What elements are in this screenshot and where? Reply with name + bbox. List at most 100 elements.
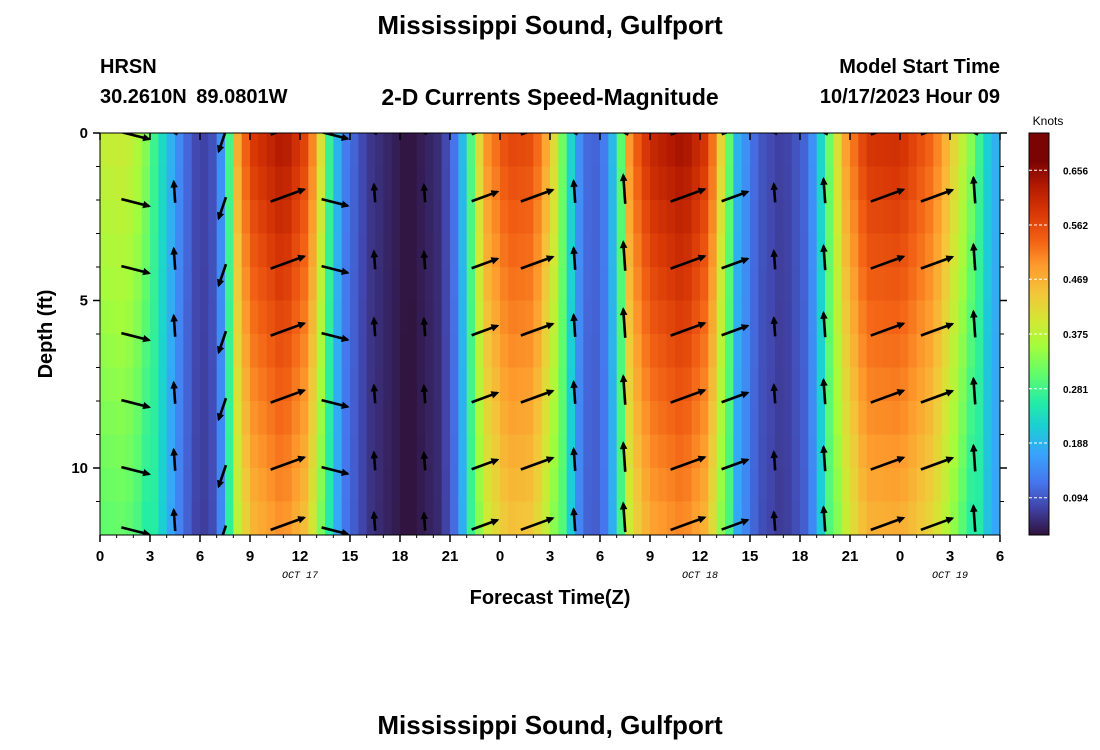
heatmap-cell bbox=[358, 233, 368, 268]
heatmap-cell bbox=[125, 133, 134, 168]
current-vector-arrow bbox=[420, 450, 429, 471]
heatmap-cell bbox=[133, 468, 143, 503]
heatmap-cell bbox=[450, 166, 459, 201]
heatmap-cell bbox=[166, 434, 176, 469]
heatmap-cell bbox=[941, 166, 951, 201]
heatmap-cell bbox=[391, 401, 401, 436]
current-vector-arrow bbox=[520, 322, 555, 337]
heatmap-cell bbox=[383, 166, 393, 201]
heatmap-cell bbox=[458, 200, 468, 235]
heatmap-cell bbox=[591, 501, 601, 535]
current-vector-arrow bbox=[217, 397, 228, 422]
heatmap-cell bbox=[150, 166, 159, 201]
y-tick-label: 10 bbox=[71, 460, 88, 477]
heatmap-cell bbox=[833, 401, 843, 436]
heatmap-cell bbox=[483, 200, 493, 235]
heatmap-cell bbox=[833, 200, 843, 235]
heatmap-cell bbox=[483, 233, 493, 268]
heatmap-cell bbox=[250, 501, 259, 535]
heatmap-cell bbox=[158, 401, 168, 436]
heatmap-cell bbox=[741, 300, 751, 335]
heatmap-cell bbox=[700, 367, 709, 402]
heatmap-cell bbox=[275, 267, 284, 302]
heatmap-cell bbox=[358, 133, 368, 168]
heatmap-cell bbox=[566, 267, 576, 302]
heatmap-cell bbox=[958, 166, 968, 201]
current-vector-arrow bbox=[721, 391, 750, 404]
heatmap-cell bbox=[683, 133, 693, 168]
heatmap-cell bbox=[525, 267, 534, 302]
heatmap-cell bbox=[775, 501, 784, 535]
current-vector-arrow bbox=[770, 383, 778, 404]
heatmap-cell bbox=[241, 133, 251, 168]
heatmap-cell bbox=[350, 501, 359, 535]
heatmap-cell bbox=[866, 501, 876, 535]
heatmap-cell bbox=[758, 267, 768, 302]
heatmap-cell bbox=[925, 334, 934, 369]
heatmap-cell bbox=[641, 334, 651, 369]
heatmap-cell bbox=[441, 166, 451, 201]
current-vector-arrow bbox=[619, 501, 628, 533]
x-tick-label: 0 bbox=[896, 548, 904, 565]
heatmap-cell bbox=[733, 233, 743, 268]
heatmap-cell bbox=[425, 401, 434, 436]
heatmap-cell bbox=[708, 501, 718, 535]
heatmap-cell bbox=[600, 434, 609, 469]
heatmap-cell bbox=[141, 334, 151, 369]
heatmap-cell bbox=[616, 300, 626, 335]
heatmap-cell bbox=[933, 233, 943, 268]
heatmap-cell bbox=[725, 233, 734, 268]
heatmap-cell bbox=[100, 334, 109, 369]
heatmap-cell bbox=[841, 233, 851, 268]
heatmap-cell bbox=[616, 200, 626, 235]
heatmap-cell bbox=[458, 133, 468, 168]
heatmap-cell bbox=[866, 468, 876, 503]
heatmap-cell bbox=[475, 267, 484, 302]
colorbar-tick-label: 0.375 bbox=[1063, 330, 1088, 341]
heatmap-cell bbox=[200, 334, 209, 369]
heatmap-cell bbox=[500, 267, 509, 302]
heatmap-cell bbox=[833, 133, 843, 168]
heatmap-cell bbox=[533, 334, 543, 369]
heatmap-cell bbox=[175, 300, 184, 335]
heatmap-cell bbox=[550, 334, 559, 369]
heatmap-cell bbox=[141, 267, 151, 302]
heatmap-cell bbox=[625, 166, 634, 201]
heatmap-cell bbox=[733, 401, 743, 436]
heatmap-cell bbox=[383, 300, 393, 335]
heatmap-cell bbox=[183, 233, 193, 268]
heatmap-cell bbox=[741, 434, 751, 469]
heatmap-cell bbox=[500, 401, 509, 436]
heatmap-cell bbox=[725, 334, 734, 369]
heatmap-cell bbox=[783, 133, 793, 168]
heatmap-cell bbox=[416, 267, 426, 302]
heatmap-cell bbox=[275, 300, 284, 335]
heatmap-cell bbox=[650, 300, 659, 335]
heatmap-cell bbox=[283, 501, 293, 535]
heatmap-cell bbox=[100, 501, 109, 535]
heatmap-cell bbox=[850, 200, 859, 235]
heatmap-cell bbox=[891, 501, 901, 535]
heatmap-cell bbox=[258, 200, 268, 235]
heatmap-cell bbox=[775, 233, 784, 268]
heatmap-cell bbox=[275, 133, 284, 168]
heatmap-cell bbox=[383, 267, 393, 302]
heatmap-cell bbox=[733, 133, 743, 168]
heatmap-cell bbox=[200, 468, 209, 503]
heatmap-cell bbox=[333, 267, 343, 302]
heatmap-cell bbox=[916, 367, 926, 402]
heatmap-cell bbox=[416, 434, 426, 469]
heatmap-cell bbox=[500, 233, 509, 268]
heatmap-cell bbox=[325, 233, 334, 268]
heatmap-cell bbox=[375, 334, 384, 369]
heatmap-cell bbox=[158, 166, 168, 201]
heatmap-cell bbox=[900, 434, 909, 469]
heatmap-cell bbox=[933, 401, 943, 436]
axes: 0 3 6 9 12 15 18 21 0 3 6 9 12 15 18 21 0 3 6 OCT 17 OCT 18 O… bbox=[71, 125, 1007, 582]
heatmap-cell bbox=[375, 300, 384, 335]
heatmap-cell bbox=[733, 267, 743, 302]
heatmap-cell bbox=[175, 367, 184, 402]
heatmap-cell bbox=[441, 200, 451, 235]
heatmap-cell bbox=[900, 166, 909, 201]
heatmap-cell bbox=[758, 434, 768, 469]
